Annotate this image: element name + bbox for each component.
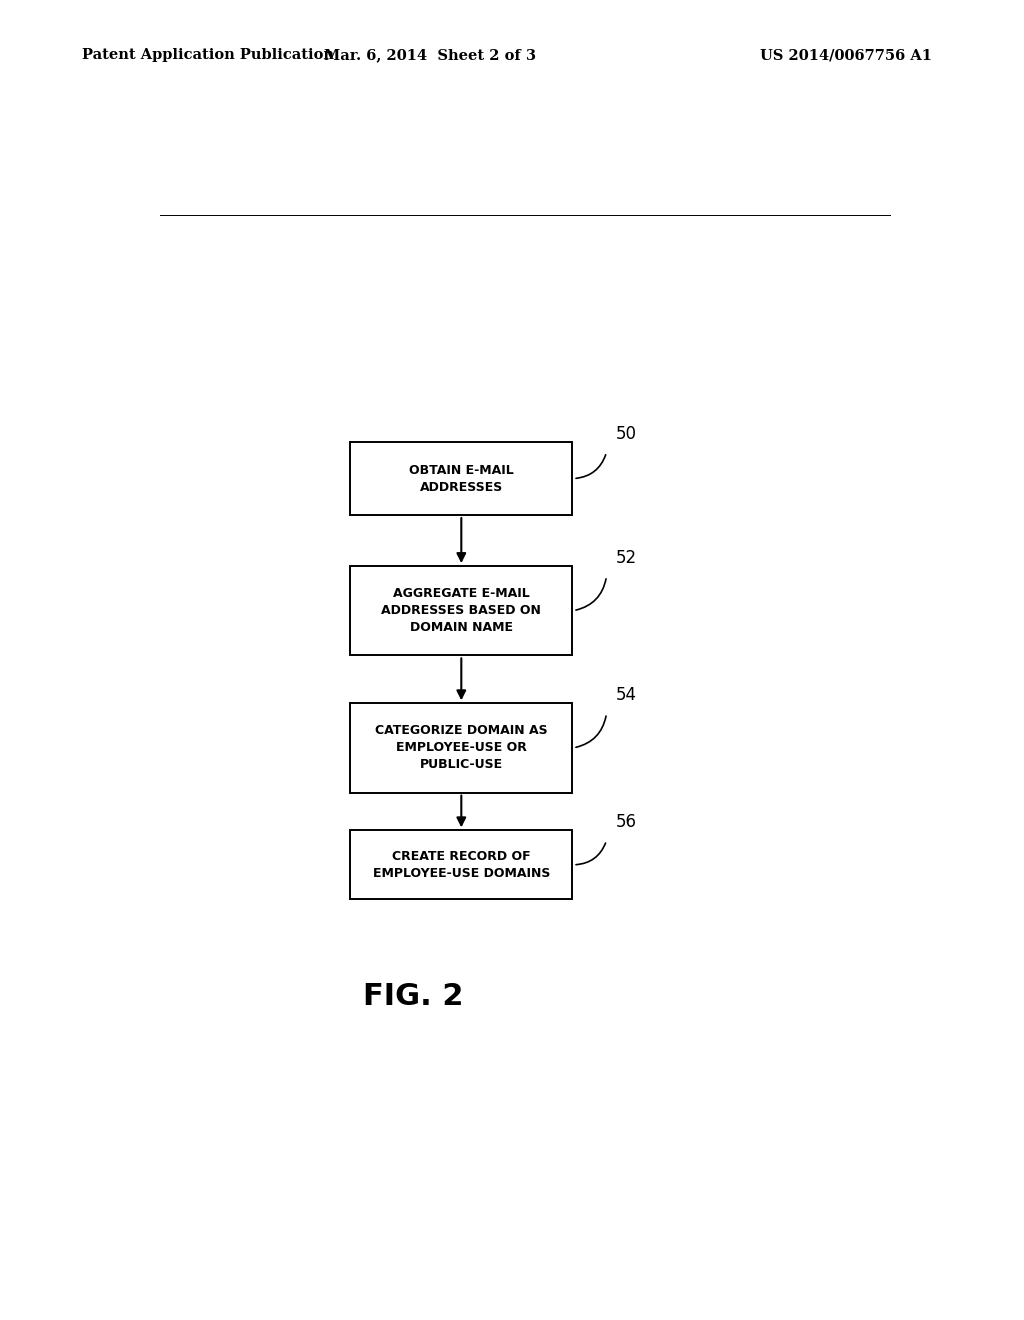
Text: FIG. 2: FIG. 2 [364,982,464,1011]
Text: 56: 56 [616,813,637,832]
Text: 50: 50 [616,425,637,442]
Bar [350,442,572,515]
Text: CATEGORIZE DOMAIN AS
EMPLOYEE-USE OR
PUBLIC-USE: CATEGORIZE DOMAIN AS EMPLOYEE-USE OR PUB… [375,725,548,771]
Text: Mar. 6, 2014  Sheet 2 of 3: Mar. 6, 2014 Sheet 2 of 3 [324,49,537,62]
Text: AGGREGATE E-MAIL
ADDRESSES BASED ON
DOMAIN NAME: AGGREGATE E-MAIL ADDRESSES BASED ON DOMA… [381,587,542,634]
Text: US 2014/0067756 A1: US 2014/0067756 A1 [760,49,932,62]
Bar [350,566,572,656]
Bar [350,830,572,899]
Text: CREATE RECORD OF
EMPLOYEE-USE DOMAINS: CREATE RECORD OF EMPLOYEE-USE DOMAINS [373,850,550,880]
Text: OBTAIN E-MAIL
ADDRESSES: OBTAIN E-MAIL ADDRESSES [409,463,514,494]
Text: 54: 54 [616,686,637,704]
Text: Patent Application Publication: Patent Application Publication [82,49,334,62]
Bar [350,704,572,792]
Text: 52: 52 [616,549,637,566]
